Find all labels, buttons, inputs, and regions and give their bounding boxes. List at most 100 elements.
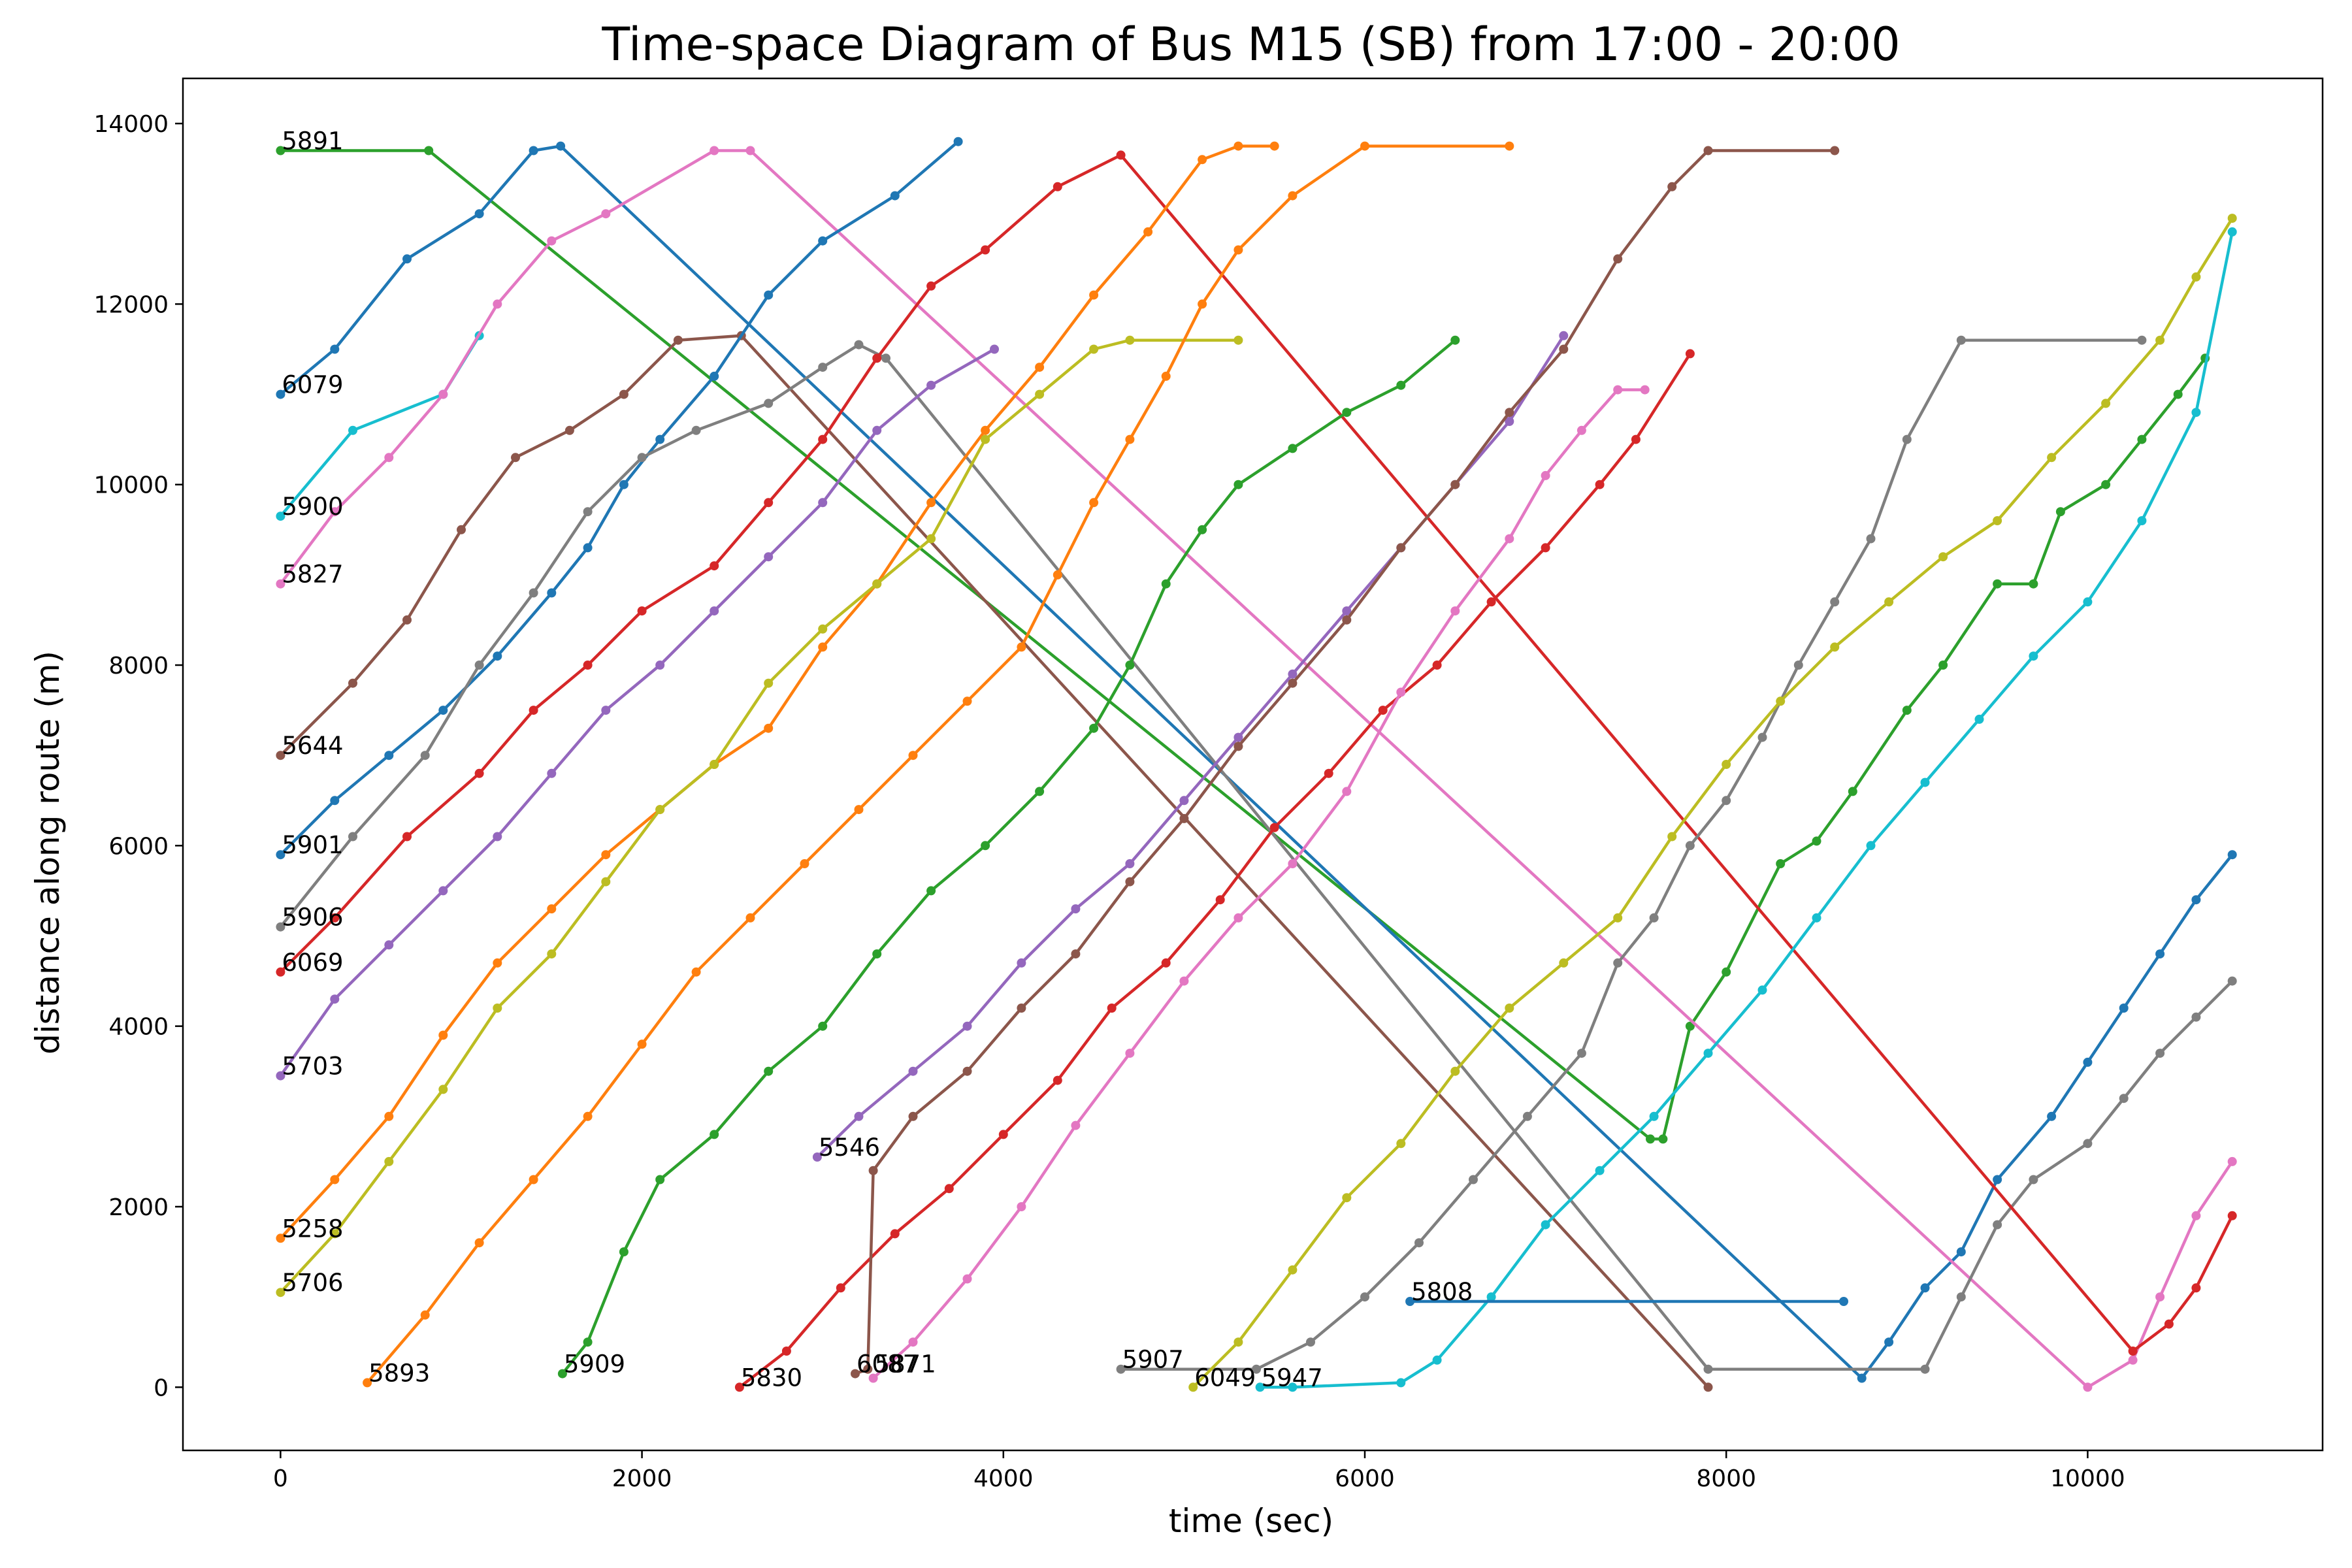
data-point-6079-9 [1956, 1247, 1966, 1257]
data-point-5703-9 [764, 552, 774, 562]
data-point-5906-12 [1703, 1364, 1713, 1374]
bus-id-label-5706: 5706 [282, 1269, 343, 1297]
bus-id-label-5827: 5827 [282, 561, 343, 589]
data-point-5706-11 [872, 579, 882, 589]
data-point-5546-2 [908, 1066, 918, 1076]
data-point-6069-13 [1053, 182, 1062, 191]
data-point-5947-6 [1595, 1166, 1605, 1175]
data-point-5703-4 [493, 832, 502, 841]
series-line-5893 [366, 144, 1510, 1384]
data-point-5546-14 [1559, 331, 1569, 340]
data-point-6049-9 [1667, 832, 1677, 841]
data-point-5947-10 [1812, 913, 1821, 923]
data-point-6087-6 [1071, 949, 1081, 959]
data-point-6079-1 [330, 344, 340, 354]
series-6069 [276, 150, 2237, 1356]
data-point-5871-5 [1125, 1049, 1135, 1058]
data-point-6069-17 [2191, 1283, 2201, 1293]
data-point-6079-6 [1857, 1373, 1867, 1383]
data-point-5901-5 [547, 588, 557, 598]
data-point-5644-5 [564, 425, 574, 435]
data-point-5893-2 [474, 1238, 484, 1248]
data-point-5706-13 [981, 434, 990, 444]
data-point-6049-1 [1233, 1337, 1243, 1347]
data-point-5706-0 [276, 1288, 286, 1298]
data-point-5893-11 [962, 696, 972, 706]
data-point-6079-8 [1920, 1283, 1930, 1293]
data-point-5871-9 [1342, 787, 1352, 796]
data-point-5891-6 [1776, 859, 1786, 868]
data-point-5830-17 [1631, 434, 1641, 444]
data-point-5906-0 [276, 922, 286, 932]
data-point-6079-5 [556, 141, 566, 151]
data-point-5906-11 [881, 353, 890, 363]
data-point-5871-1 [908, 1337, 918, 1347]
data-point-6087-19 [1830, 146, 1840, 155]
data-point-5827-3 [438, 389, 448, 399]
data-point-5703-3 [438, 886, 448, 896]
data-point-5808-0 [1405, 1297, 1415, 1306]
series-line-5827 [279, 149, 2234, 1389]
data-point-5706-1 [330, 1229, 340, 1239]
data-point-5906-3 [474, 661, 484, 670]
data-point-5644-9 [1703, 1382, 1713, 1392]
data-point-5907-10 [1685, 841, 1695, 851]
data-point-5947-0 [1255, 1382, 1265, 1392]
data-point-6087-18 [1703, 146, 1713, 155]
data-point-5871-4 [1071, 1120, 1081, 1130]
data-point-5827-12 [2191, 1211, 2201, 1220]
data-point-5893-3 [529, 1175, 538, 1184]
data-point-5906-21 [2227, 976, 2237, 986]
data-point-5830-10 [1269, 823, 1279, 832]
data-point-5893-6 [691, 967, 701, 977]
data-point-5546-7 [1179, 796, 1189, 806]
data-point-5703-2 [384, 940, 394, 950]
data-point-5907-16 [1902, 434, 1912, 444]
data-point-5871-8 [1288, 859, 1298, 868]
data-point-5871-0 [868, 1373, 878, 1383]
data-point-5703-8 [710, 606, 719, 616]
data-point-6087-12 [1396, 543, 1406, 553]
data-point-6087-16 [1613, 254, 1623, 264]
data-point-5891-12 [2029, 579, 2038, 589]
data-point-6087-2 [868, 1166, 878, 1175]
data-point-5703-12 [926, 380, 936, 390]
data-point-5546-1 [854, 1111, 864, 1121]
data-point-5893-0 [363, 1378, 372, 1388]
series-6049 [1188, 214, 2237, 1392]
data-point-5947-13 [1974, 714, 1984, 724]
data-point-5947-7 [1649, 1111, 1659, 1121]
data-point-5706-15 [1089, 344, 1099, 354]
data-point-5909-8 [926, 886, 936, 896]
data-point-5906-10 [854, 340, 864, 350]
data-point-5909-12 [1125, 661, 1135, 670]
data-point-5644-6 [619, 389, 629, 399]
series-5808 [1405, 1297, 1848, 1306]
data-point-5644-1 [348, 678, 357, 688]
data-point-5907-15 [1866, 534, 1876, 544]
data-point-5706-8 [710, 760, 719, 769]
data-point-5830-2 [836, 1283, 845, 1293]
data-point-6069-1 [330, 913, 340, 923]
data-point-5258-16 [1143, 227, 1153, 237]
data-point-6079-13 [2119, 1004, 2129, 1013]
data-point-5907-17 [1956, 335, 1966, 345]
data-point-5906-20 [2191, 1012, 2201, 1022]
bus-id-label-5947: 5947 [1262, 1364, 1323, 1392]
data-point-5827-13 [2227, 1156, 2237, 1166]
data-point-5871-11 [1450, 606, 1460, 616]
data-point-5827-6 [601, 209, 611, 219]
data-point-5871-12 [1505, 534, 1514, 544]
bus-id-label-5901: 5901 [282, 831, 343, 859]
data-point-5891-2 [1646, 1134, 1655, 1144]
data-point-5871-10 [1396, 687, 1406, 697]
data-point-6087-11 [1342, 615, 1352, 625]
data-point-5906-5 [583, 507, 593, 517]
data-point-5909-18 [1396, 380, 1406, 390]
bus-id-label-5909: 5909 [564, 1350, 625, 1379]
series-5703 [276, 344, 999, 1081]
series-5947 [1255, 227, 2237, 1392]
data-point-5900-0 [276, 512, 286, 521]
bus-id-label-5703: 5703 [282, 1053, 343, 1081]
data-point-5906-8 [764, 399, 774, 408]
